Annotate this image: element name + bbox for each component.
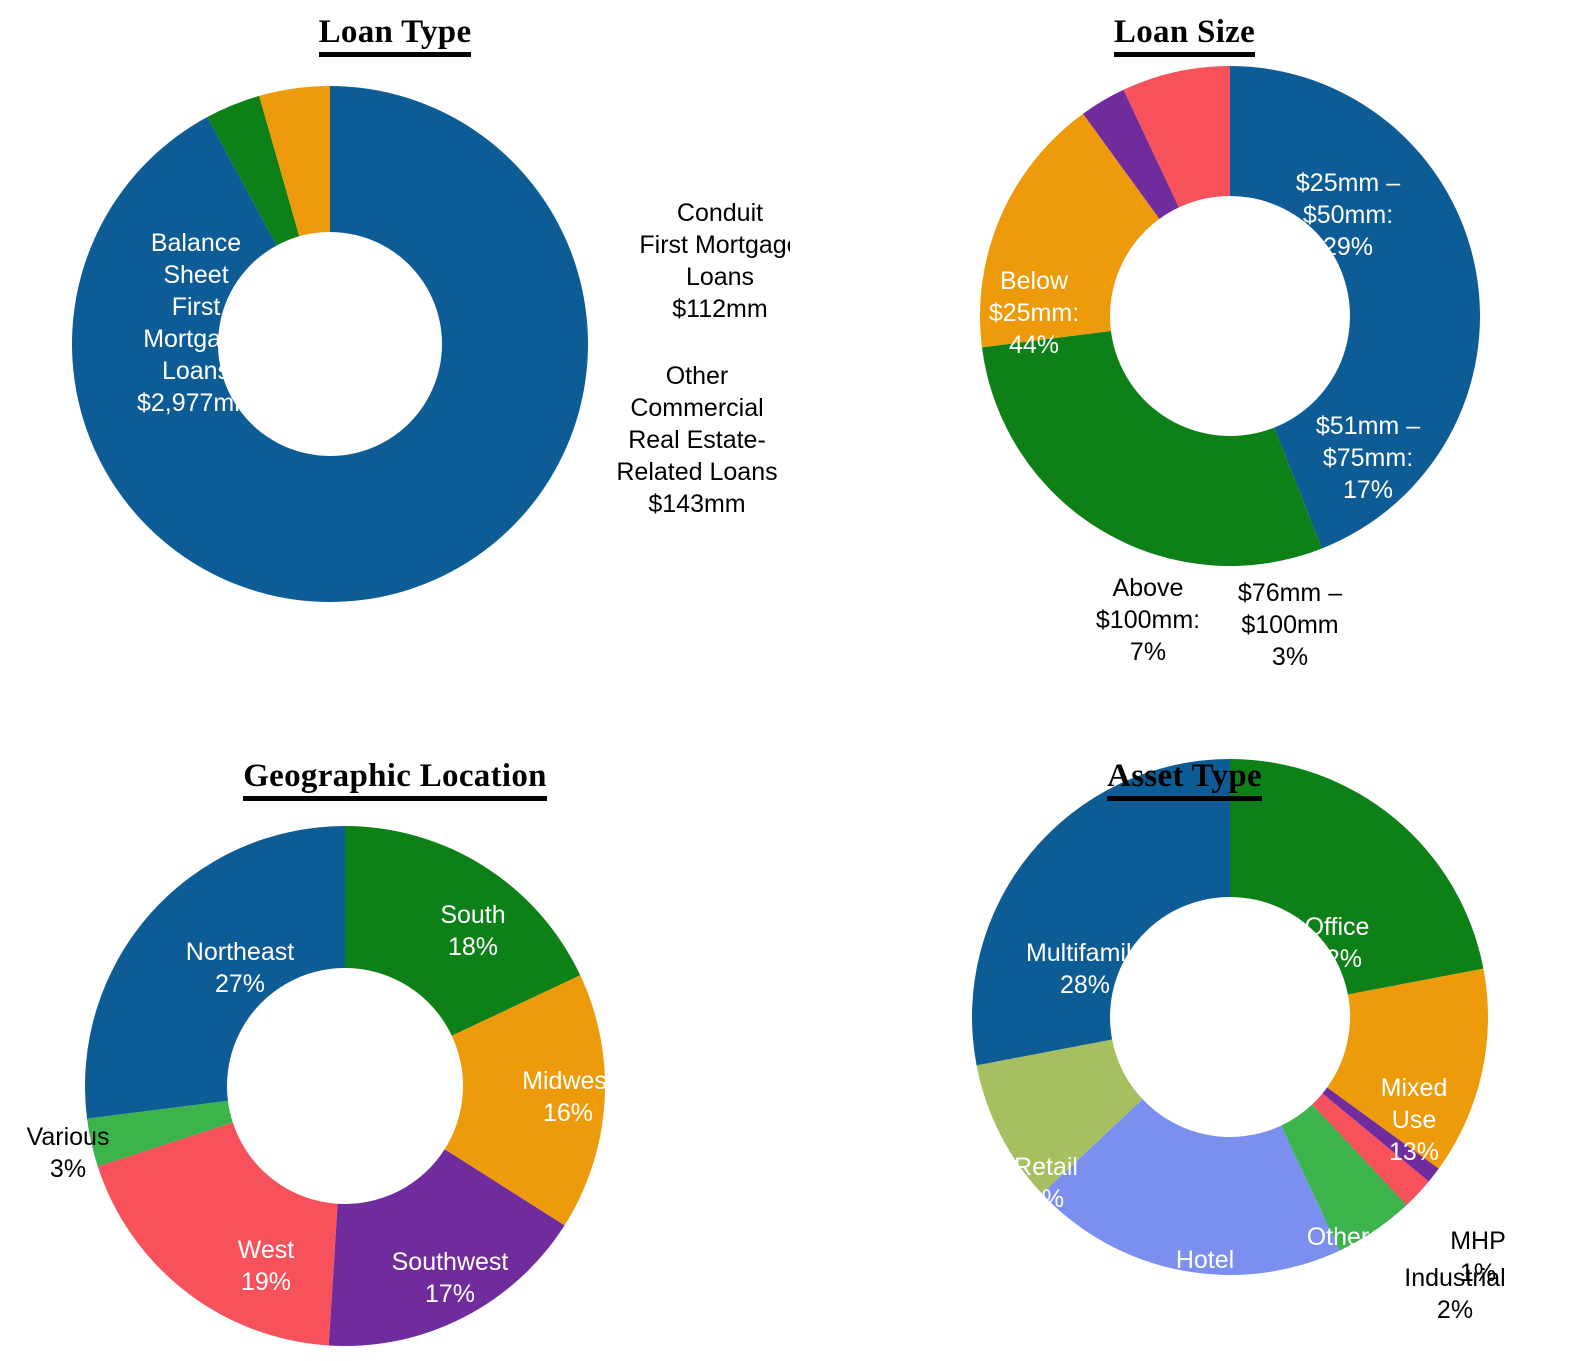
- slice-label-other: Other 5%: [1307, 1223, 1370, 1283]
- slice-label-balance-sheet: Balance Sheet First Mortgage Loans $2,977mm: [137, 229, 255, 417]
- slice-label-above-100mm: Above $100mm: 7%: [1096, 574, 1200, 666]
- chart-title-loan-size: Loan Size: [790, 14, 1579, 57]
- donut-slice-25mm-50mm[interactable]: [981, 331, 1323, 566]
- slice-label-51-75mm: $51mm – $75mm: 17%: [1316, 412, 1420, 504]
- chart-title-asset-type-text: Asset Type: [1107, 758, 1262, 801]
- donut-slice-office[interactable]: [1230, 759, 1484, 995]
- donut-slice-south[interactable]: [345, 826, 581, 1036]
- donut-slice-76mm-100mm[interactable]: [1083, 89, 1179, 219]
- donut-loan-size: Below $25mm: 44% $25mm – $50mm: 29% $51mm – $75…: [980, 66, 1480, 671]
- donut-slice-retail[interactable]: [976, 1039, 1143, 1194]
- chart-title-loan-type-text: Loan Type: [318, 14, 472, 57]
- donut-slice-industrial[interactable]: [1312, 1093, 1429, 1206]
- donut-slice-conduit-first-mortgage-loans[interactable]: [207, 95, 300, 246]
- donut-slice-southwest[interactable]: [328, 1149, 565, 1346]
- slice-label-industrial: Industrial 2%: [1404, 1264, 1505, 1324]
- slice-label-25-50mm: $25mm – $50mm: 29%: [1296, 169, 1400, 261]
- chart-title-asset-type: Asset Type: [790, 758, 1579, 801]
- chart-title-geographic-location: Geographic Location: [0, 758, 790, 801]
- slice-label-retail: Retail 9%: [1014, 1153, 1078, 1213]
- slice-label-multifamily: Multifamily 28%: [1026, 939, 1145, 999]
- slice-label-below-25mm: Below $25mm: 44%: [989, 267, 1079, 359]
- panel-asset-type: Asset Type Office 22% Mixed Use 13% MHP 1% Indu…: [790, 758, 1579, 1361]
- slice-label-south: South 18%: [440, 901, 505, 961]
- slice-label-other-cre: Other Commercial Real Estate-Related Loans…: [616, 362, 777, 518]
- slice-label-various: Various 3%: [27, 1123, 110, 1183]
- panel-loan-size: Loan Size Below $25mm: 44% $25mm – $50mm: 29%…: [790, 0, 1579, 680]
- slice-label-76-100mm: $76mm – $100mm 3%: [1238, 579, 1342, 671]
- slice-label-mixed-use: Mixed Use 13%: [1381, 1074, 1448, 1166]
- donut-slice-other-commercial-real-estate-related-loans[interactable]: [259, 86, 330, 237]
- donut-slice-51mm-75mm[interactable]: [980, 113, 1160, 348]
- slice-label-west: West 19%: [238, 1236, 295, 1296]
- donut-slice-mixed-use[interactable]: [1327, 968, 1488, 1169]
- panel-geographic-location: Geographic Location South 18% Midwest 16% So…: [0, 758, 790, 1361]
- donut-slice-multifamily[interactable]: [972, 759, 1230, 1066]
- slice-label-mhp: MHP 1%: [1450, 1227, 1506, 1287]
- donut-geographic-location: South 18% Midwest 16% Southwest 17% West 19% Var…: [27, 826, 614, 1346]
- donut-slice-hotel[interactable]: [1041, 1099, 1340, 1275]
- donut-slice-northeast[interactable]: [84, 826, 345, 1119]
- slice-label-northeast: Northeast 27%: [186, 938, 294, 998]
- panel-loan-type: Loan Type Balance Sheet First Mortgage Loans…: [0, 0, 790, 680]
- donut-slice-midwest[interactable]: [444, 975, 605, 1226]
- donut-slice-mhp[interactable]: [1322, 1087, 1439, 1182]
- chart-title-loan-size-text: Loan Size: [1113, 14, 1256, 57]
- donut-slice-balance-sheet-first-mortgage-loans[interactable]: [71, 86, 588, 603]
- donut-loan-type: Balance Sheet First Mortgage Loans $2,977mm Co…: [71, 86, 790, 603]
- slice-label-southwest: Southwest 17%: [392, 1248, 509, 1308]
- chart-title-geographic-location-text: Geographic Location: [243, 758, 547, 801]
- chart-title-loan-type: Loan Type: [0, 14, 790, 57]
- donut-slice-below-25mm[interactable]: [1230, 66, 1480, 549]
- slice-label-office: Office 22%: [1305, 913, 1370, 973]
- donut-slice-above-100mm[interactable]: [1123, 66, 1230, 208]
- donut-slice-various[interactable]: [87, 1100, 233, 1167]
- donut-slice-west[interactable]: [97, 1122, 338, 1346]
- slice-label-hotel: Hotel 20%: [1176, 1246, 1234, 1306]
- donut-slice-other[interactable]: [1281, 1104, 1407, 1251]
- slice-label-midwest: Midwest 16%: [522, 1067, 614, 1127]
- donut-asset-type: Office 22% Mixed Use 13% MHP 1%Industrial 2% Oth…: [972, 759, 1506, 1324]
- slice-label-conduit: Conduit First Mortgage Loans $112mm: [639, 199, 790, 323]
